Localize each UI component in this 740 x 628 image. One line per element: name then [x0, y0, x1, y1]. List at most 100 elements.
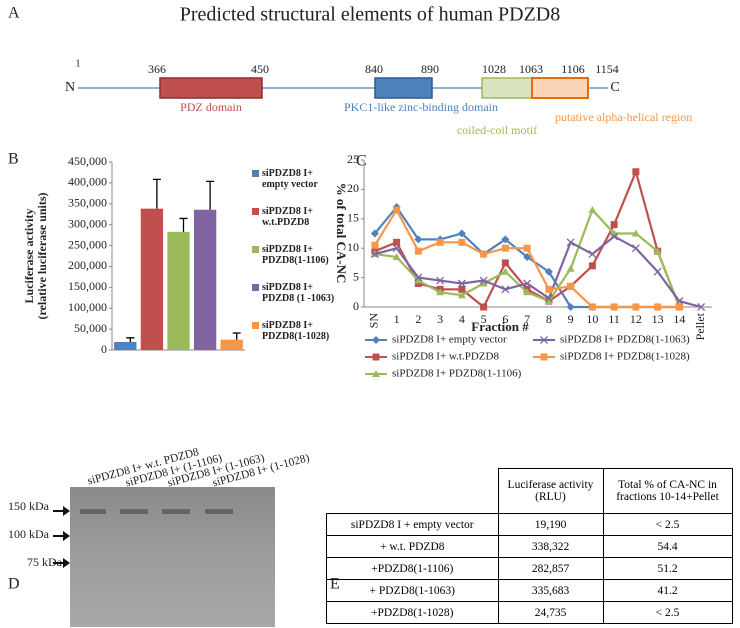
y-tick-label: 0 [101, 342, 107, 356]
position-label: 1 [76, 58, 81, 69]
marker [566, 303, 575, 311]
legend-swatch [252, 284, 259, 291]
marker [372, 370, 380, 377]
position-label: 1106 [561, 62, 585, 76]
marker [566, 238, 575, 247]
marker [457, 291, 466, 299]
panel-title: Predicted structural elements of human P… [180, 4, 560, 26]
marker [544, 294, 553, 303]
legend-entry: siPDZD8 I+ PDZD8(1-1028) [252, 320, 329, 342]
marker [653, 267, 662, 276]
marker [372, 336, 380, 344]
pkc1-box [374, 77, 433, 99]
bar [167, 231, 190, 350]
table-header: Total % of CA-NC in fractions 10-14+Pell… [602, 468, 733, 514]
position-label: 890 [421, 62, 439, 76]
marker [501, 259, 509, 267]
panel-letter: A [8, 5, 20, 22]
legend-swatch [252, 170, 259, 177]
marker [480, 250, 488, 258]
marker [523, 253, 532, 262]
marker [544, 267, 553, 276]
error-bar [126, 337, 135, 342]
marker [436, 238, 444, 246]
gel-band [162, 509, 190, 514]
y-tick-label: 15 [347, 211, 359, 225]
gel-band [80, 509, 106, 514]
marker [501, 285, 510, 294]
marker [436, 276, 445, 285]
legend-entry: siPDZD8 I+ empty vector [252, 168, 318, 190]
marker [479, 279, 488, 287]
y-tick-label: 200,000 [68, 258, 107, 272]
domain-label: PDZ domain [180, 100, 242, 114]
table-cell: siPDZD8 I + empty vector [326, 513, 499, 536]
marker [372, 353, 380, 361]
marker [414, 273, 423, 282]
marker [480, 303, 488, 311]
marker [414, 276, 423, 284]
marker [588, 262, 596, 270]
table-cell [326, 468, 499, 514]
error-bar [232, 332, 241, 340]
legend-label: siPDZD8 I+ PDZD8(1-1028) [560, 351, 690, 363]
marker [540, 336, 548, 344]
marker [523, 244, 531, 252]
marker [457, 229, 466, 238]
y-tick-label: 25 [347, 152, 359, 166]
table-cell: +PDZD8(1-1106) [326, 557, 499, 580]
table-cell: 338,322 [497, 535, 604, 558]
gel-image [70, 487, 275, 627]
position-label: 1154 [595, 62, 619, 76]
table-cell: 335,683 [497, 579, 604, 602]
marker [588, 250, 597, 259]
marker [631, 244, 640, 253]
legend-swatch [252, 246, 259, 253]
x-tick-label: 8 [546, 312, 552, 326]
marker [610, 303, 618, 311]
panel-letter: C [356, 153, 367, 170]
x-tick-label: 5 [481, 312, 487, 326]
x-tick-label: Pellet [693, 312, 707, 340]
y-tick-label: 150,000 [68, 279, 107, 293]
marker [653, 247, 662, 255]
n-terminus: N [65, 80, 75, 95]
position-label: 840 [365, 62, 383, 76]
marker [458, 285, 466, 293]
table-cell: 19,190 [497, 513, 604, 536]
marker [393, 238, 401, 246]
y-tick-label: 350,000 [68, 196, 107, 210]
marker [501, 235, 510, 244]
domain-label: putative alpha-helical region [555, 110, 692, 124]
marker [588, 205, 597, 213]
table-cell: + PDZD8(1-1063) [326, 579, 499, 602]
y-tick-label: 100,000 [68, 300, 107, 314]
domain-label: coiled-coil motif [457, 123, 537, 137]
y-axis-label-line: Luciferase activity [22, 209, 36, 304]
marker [544, 297, 553, 305]
y-tick-label: 10 [347, 240, 359, 254]
marker [545, 285, 553, 293]
marker-arrow [53, 506, 70, 516]
table-row: siPDZD8 I + empty vector 19,190 < 2.5 [326, 513, 733, 536]
y-tick-label: 20 [347, 181, 359, 195]
x-tick-label: 3 [437, 312, 443, 326]
marker [654, 303, 662, 311]
x-tick-label: 13 [652, 312, 664, 326]
marker [392, 253, 401, 261]
marker [393, 206, 401, 214]
y-tick-label: 450,000 [68, 154, 107, 168]
legend-label: siPDZD8 I+ w.t.PDZD8 [262, 206, 313, 228]
y-axis-label-line: (relative luciferase units) [35, 192, 49, 319]
table-cell: 24,735 [497, 601, 604, 624]
marker [523, 288, 532, 296]
marker [632, 168, 640, 176]
bar [114, 341, 137, 350]
error-bar [179, 217, 188, 232]
panel-letter: D [8, 576, 20, 593]
table-row: + w.t. PDZD8 338,322 54.4 [326, 535, 733, 558]
results-table: Luciferase activity (RLU) Total % of CA-… [326, 468, 733, 624]
gel-band [120, 509, 148, 514]
